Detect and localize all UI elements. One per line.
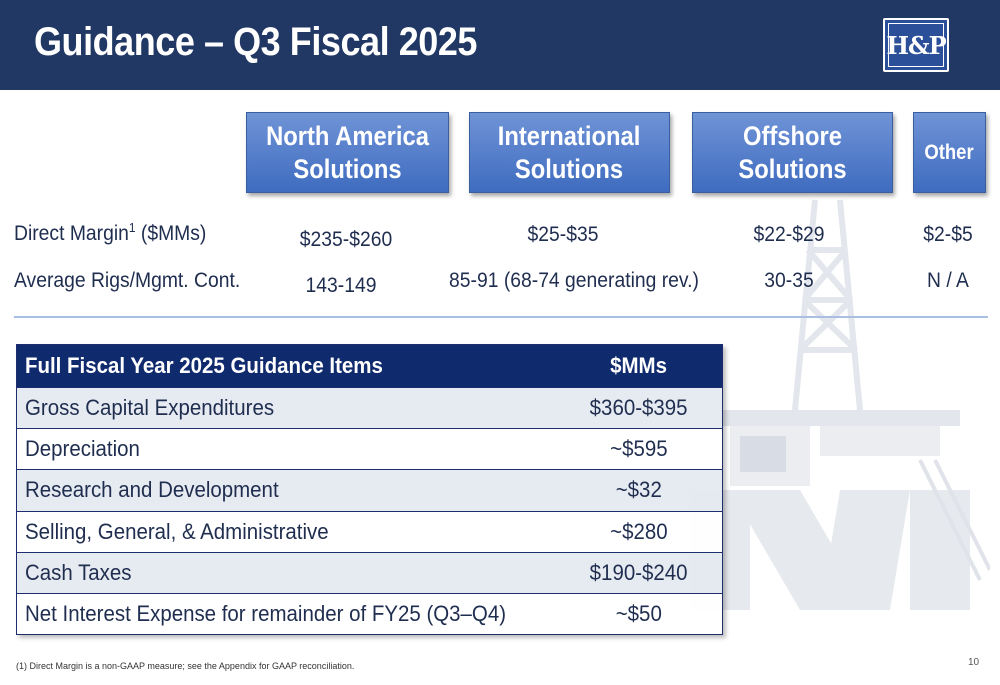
hp-logo: H&P bbox=[883, 18, 949, 72]
hp-logo-text: H&P bbox=[886, 23, 947, 67]
research-development-label: Research and Development bbox=[25, 477, 279, 503]
depreciation-value: ~$595 bbox=[610, 436, 668, 462]
direct-margin-text: Direct Margin bbox=[14, 222, 129, 245]
average-rigs-other: N / A bbox=[927, 269, 969, 292]
north-america-solutions-label: North America Solutions bbox=[266, 121, 429, 184]
average-rigs-north-america: 143-149 bbox=[305, 274, 377, 297]
direct-margin-north-america: $235-$260 bbox=[299, 228, 393, 251]
table-row: Depreciation ~$595 bbox=[17, 428, 722, 470]
drilling-rig-watermark bbox=[690, 199, 990, 610]
gross-capex-label: Gross Capital Expenditures bbox=[25, 395, 275, 421]
international-solutions-header: International Solutions bbox=[469, 112, 670, 193]
guidance-table: Full Fiscal Year 2025 Guidance Items $MM… bbox=[16, 344, 723, 636]
table-row: Net Interest Expense for remainder of FY… bbox=[17, 592, 722, 635]
research-development-value: ~$32 bbox=[615, 477, 662, 503]
north-america-solutions-header: North America Solutions bbox=[246, 112, 449, 193]
footnote-marker: 1 bbox=[128, 220, 136, 235]
other-segment-label: Other bbox=[924, 140, 975, 164]
cash-taxes-value: $190-$240 bbox=[589, 559, 688, 585]
table-row: Research and Development ~$32 bbox=[17, 469, 722, 511]
average-rigs-international: 85-91 (68-74 generating rev.) bbox=[449, 269, 699, 292]
table-cell-value: ~$280 bbox=[555, 519, 722, 545]
table-header-item-text: Full Fiscal Year 2025 Guidance Items bbox=[25, 353, 383, 378]
direct-margin-other: $2-$5 bbox=[923, 223, 973, 246]
table-cell-value: ~$32 bbox=[555, 477, 722, 503]
gross-capex-value: $360-$395 bbox=[589, 395, 688, 421]
slide-header: Guidance – Q3 Fiscal 2025 H&P bbox=[0, 0, 1000, 90]
table-cell-item: Selling, General, & Administrative bbox=[17, 519, 555, 545]
direct-margin-offshore: $22-$29 bbox=[753, 223, 825, 246]
table-row: Selling, General, & Administrative ~$280 bbox=[17, 510, 722, 552]
offshore-solutions-label: Offshore Solutions bbox=[738, 121, 847, 184]
table-cell-value: ~$50 bbox=[555, 601, 722, 627]
average-rigs-offshore: 30-35 bbox=[764, 269, 814, 292]
table-cell-item: Cash Taxes bbox=[17, 560, 555, 586]
table-cell-value: ~$595 bbox=[555, 436, 722, 462]
table-header-row: Full Fiscal Year 2025 Guidance Items $MM… bbox=[17, 345, 722, 387]
sga-value: ~$280 bbox=[610, 518, 668, 544]
direct-margin-international: $25-$35 bbox=[527, 223, 599, 246]
net-interest-value: ~$50 bbox=[615, 601, 662, 627]
slide-title: Guidance – Q3 Fiscal 2025 bbox=[34, 20, 477, 64]
table-cell-item: Gross Capital Expenditures bbox=[17, 395, 555, 421]
table-header-item: Full Fiscal Year 2025 Guidance Items bbox=[17, 353, 555, 379]
table-cell-value: $190-$240 bbox=[555, 560, 722, 586]
table-cell-item: Research and Development bbox=[17, 477, 555, 503]
section-divider bbox=[14, 316, 988, 318]
average-rigs-label: Average Rigs/Mgmt. Cont. bbox=[14, 269, 241, 292]
net-interest-label: Net Interest Expense for remainder of FY… bbox=[25, 601, 507, 627]
table-header-value: $MMs bbox=[555, 353, 722, 379]
table-row: Cash Taxes $190-$240 bbox=[17, 551, 722, 593]
other-segment-header: Other bbox=[913, 112, 986, 193]
table-row: Gross Capital Expenditures $360-$395 bbox=[17, 387, 722, 429]
direct-margin-label: Direct Margin1 ($MMs) bbox=[14, 220, 206, 246]
sga-label: Selling, General, & Administrative bbox=[25, 518, 329, 544]
direct-margin-unit: ($MMs) bbox=[135, 222, 207, 245]
table-header-value-text: $MMs bbox=[610, 353, 668, 378]
table-cell-value: $360-$395 bbox=[555, 395, 722, 421]
table-cell-item: Depreciation bbox=[17, 436, 555, 462]
page-number: 10 bbox=[968, 657, 980, 668]
international-solutions-label: International Solutions bbox=[498, 121, 641, 184]
table-cell-item: Net Interest Expense for remainder of FY… bbox=[17, 601, 555, 627]
footnote: (1) Direct Margin is a non-GAAP measure;… bbox=[16, 661, 355, 671]
depreciation-label: Depreciation bbox=[25, 436, 140, 462]
cash-taxes-label: Cash Taxes bbox=[25, 559, 132, 585]
offshore-solutions-header: Offshore Solutions bbox=[692, 112, 893, 193]
